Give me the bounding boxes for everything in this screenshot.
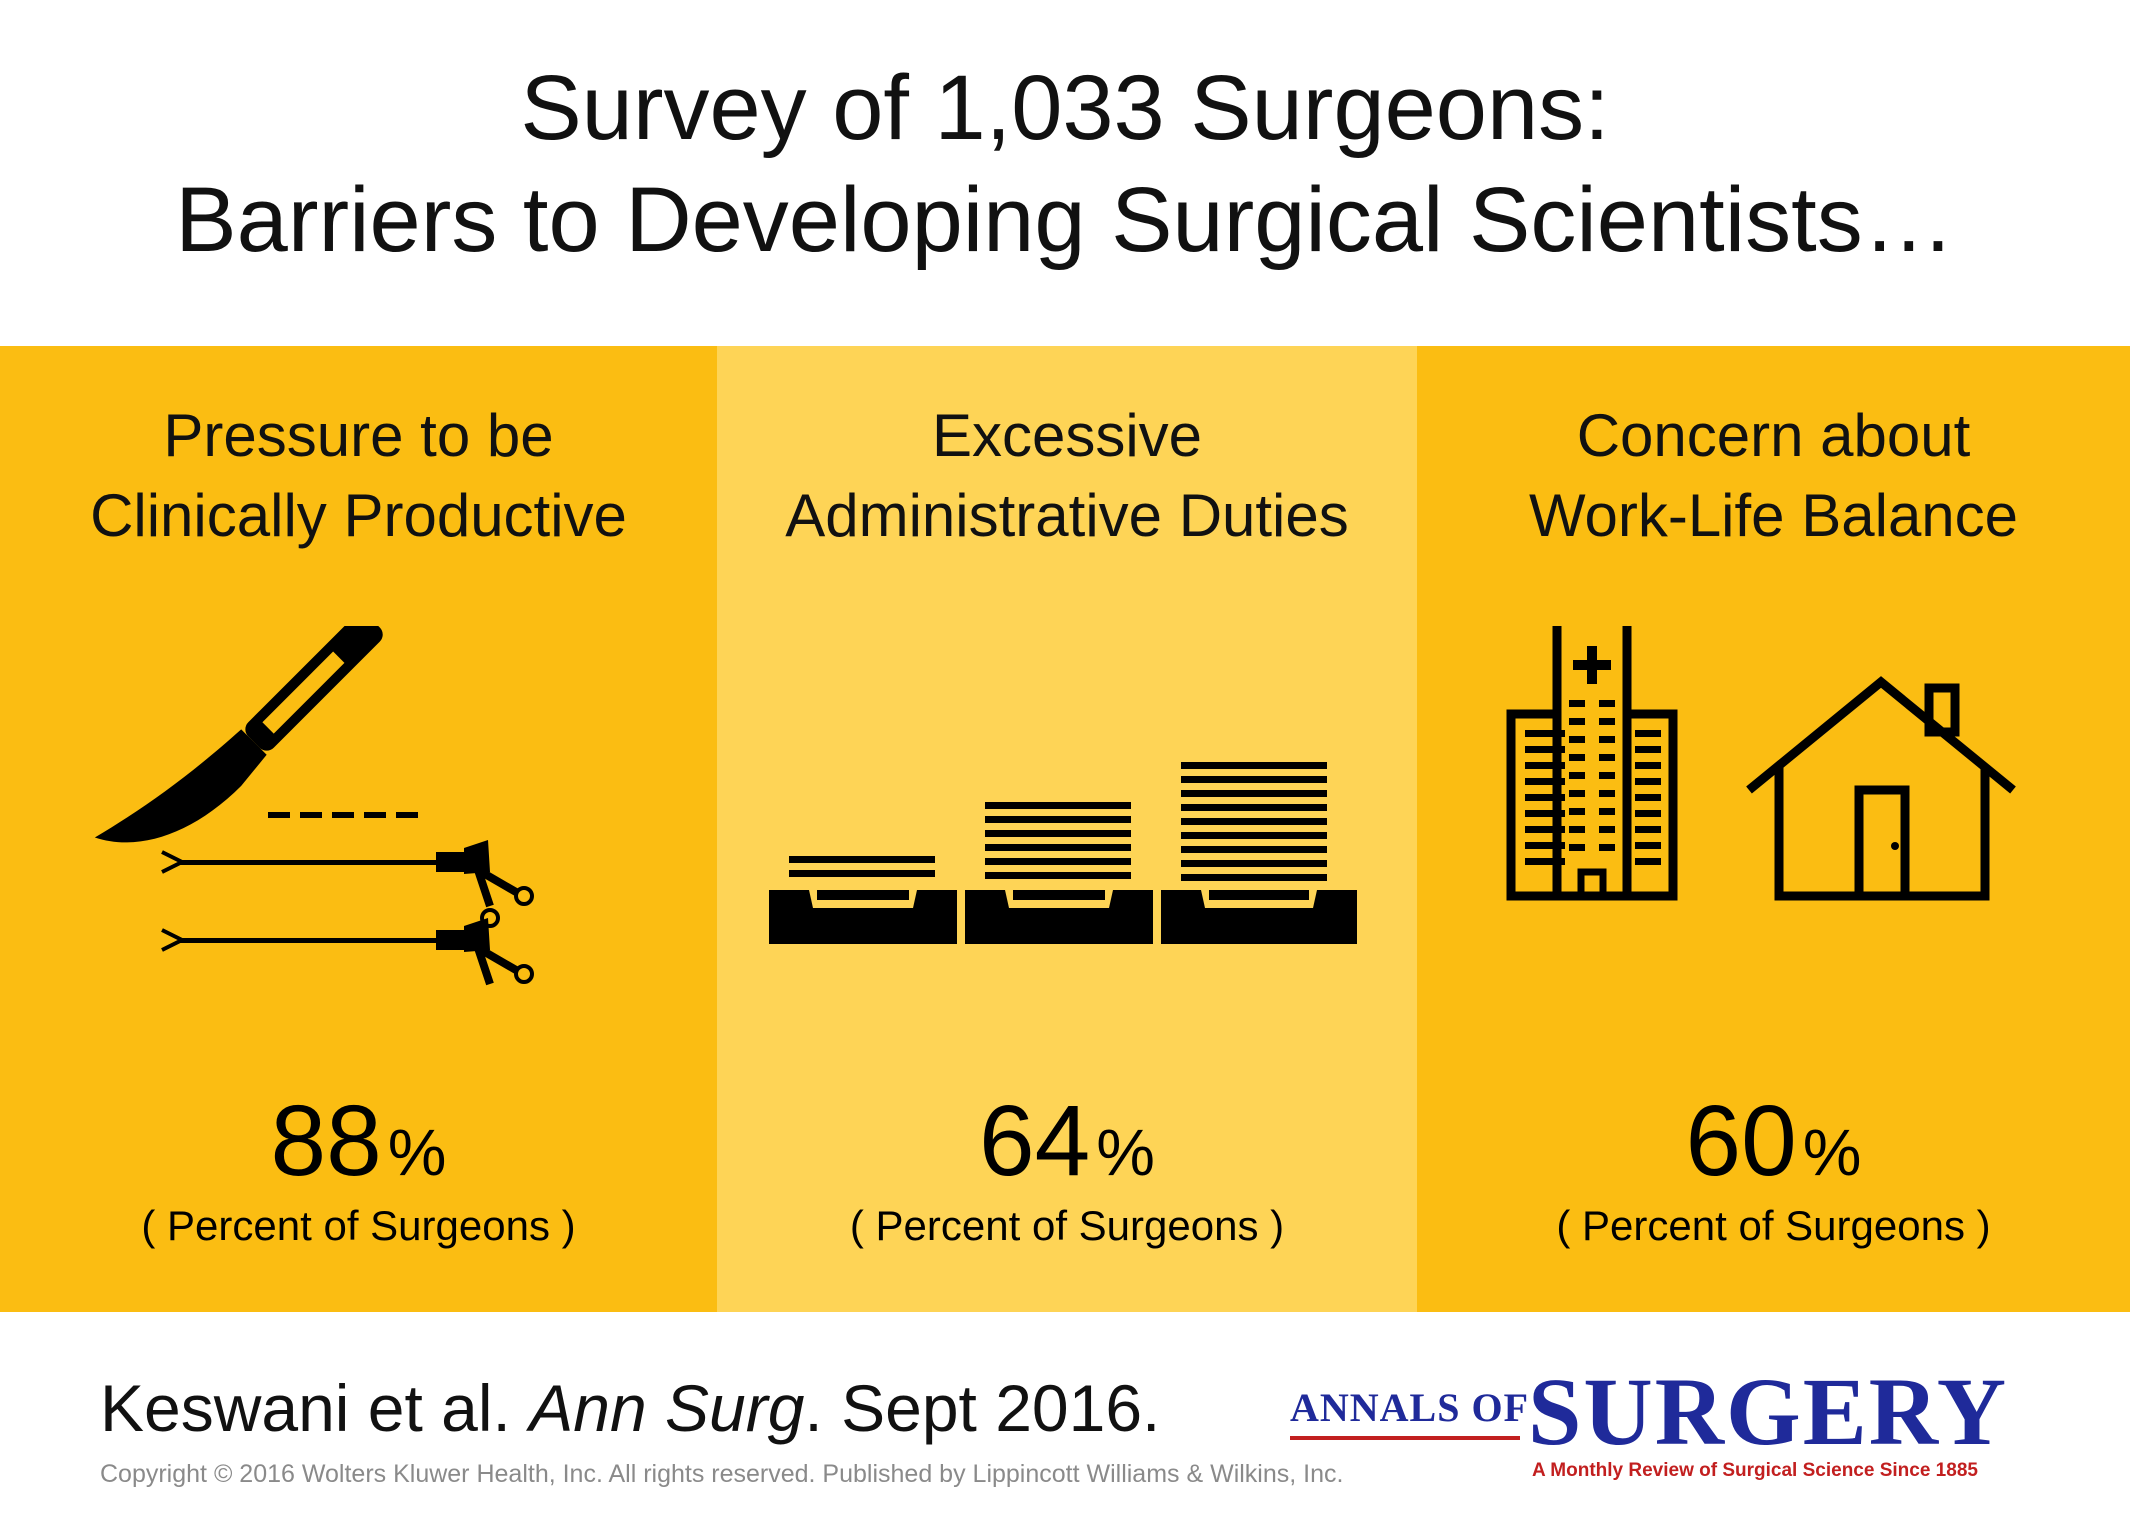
panel-title: Pressure to be Clinically Productive — [0, 396, 717, 556]
panel-title-line-1: Excessive — [931, 402, 1203, 469]
citation-authors: Keswani et al. — [100, 1371, 530, 1445]
percent-number: 60 — [1685, 1085, 1797, 1197]
statistics-panels: Pressure to be Clinically Productive — [0, 346, 2130, 1312]
percent-value: 60% — [1417, 1086, 2130, 1196]
logo-underline — [1290, 1436, 1520, 1440]
hospital-and-house-icon — [1506, 626, 2016, 901]
panel-title: Concern about Work-Life Balance — [1417, 396, 2130, 556]
logo-tagline: A Monthly Review of Surgical Science Sin… — [1532, 1460, 1978, 1481]
title-line-1: Survey of 1,033 Surgeons: — [520, 57, 1610, 159]
panel-administrative-duties: Excessive Administrative Duties — [717, 346, 1417, 1312]
laparoscopic-instrument — [161, 840, 534, 928]
panel-title-line-1: Concern about — [1576, 402, 1971, 469]
paper-tray-medium — [965, 802, 1153, 944]
copyright-notice: Copyright © 2016 Wolters Kluwer Health, … — [100, 1460, 1344, 1488]
percent-caption: ( Percent of Surgeons ) — [1556, 1202, 1991, 1249]
percent-symbol: % — [1096, 1115, 1155, 1189]
panel-clinical-productivity: Pressure to be Clinically Productive — [0, 346, 717, 1312]
percent-caption: ( Percent of Surgeons ) — [141, 1202, 576, 1249]
laparoscopic-instrument — [161, 918, 534, 986]
panel-title-line-2: Clinically Productive — [90, 482, 627, 549]
percent-symbol: % — [1802, 1115, 1862, 1189]
percent-number: 88 — [270, 1085, 382, 1197]
percent-number: 64 — [979, 1085, 1091, 1197]
scalpel-and-laparoscopic-instruments-icon — [94, 626, 534, 986]
house-icon — [1746, 676, 2016, 901]
page-title: Survey of 1,033 Surgeons: Barriers to De… — [0, 52, 2130, 276]
citation: Keswani et al. Ann Surg. Sept 2016. — [100, 1370, 1160, 1446]
percent-value: 64% — [717, 1086, 1417, 1196]
citation-date: . Sept 2016. — [804, 1371, 1161, 1445]
paper-tray-large — [1161, 762, 1357, 944]
panel-title: Excessive Administrative Duties — [717, 396, 1417, 556]
paper-tray-small — [769, 856, 957, 944]
panel-title-line-2: Work-Life Balance — [1528, 482, 2019, 549]
logo-name: SURGERY — [1528, 1358, 2009, 1465]
percent-symbol: % — [387, 1115, 447, 1189]
paper-tray-stacks-icon — [769, 762, 1357, 944]
panel-title-line-2: Administrative Duties — [785, 482, 1349, 549]
annals-of-surgery-logo: ANNALS OF SURGERY A Monthly Review of Su… — [1290, 1364, 2050, 1481]
citation-journal: Ann Surg — [529, 1371, 805, 1445]
logo-prefix: ANNALS OF — [1290, 1385, 1530, 1430]
percent-value: 88% — [0, 1086, 717, 1196]
panel-title-line-1: Pressure to be — [163, 402, 554, 469]
title-line-2: Barriers to Developing Surgical Scientis… — [175, 169, 1955, 271]
percent-caption: ( Percent of Surgeons ) — [849, 1202, 1285, 1249]
panel-work-life-balance: Concern about Work-Life Balance — [1417, 346, 2130, 1312]
